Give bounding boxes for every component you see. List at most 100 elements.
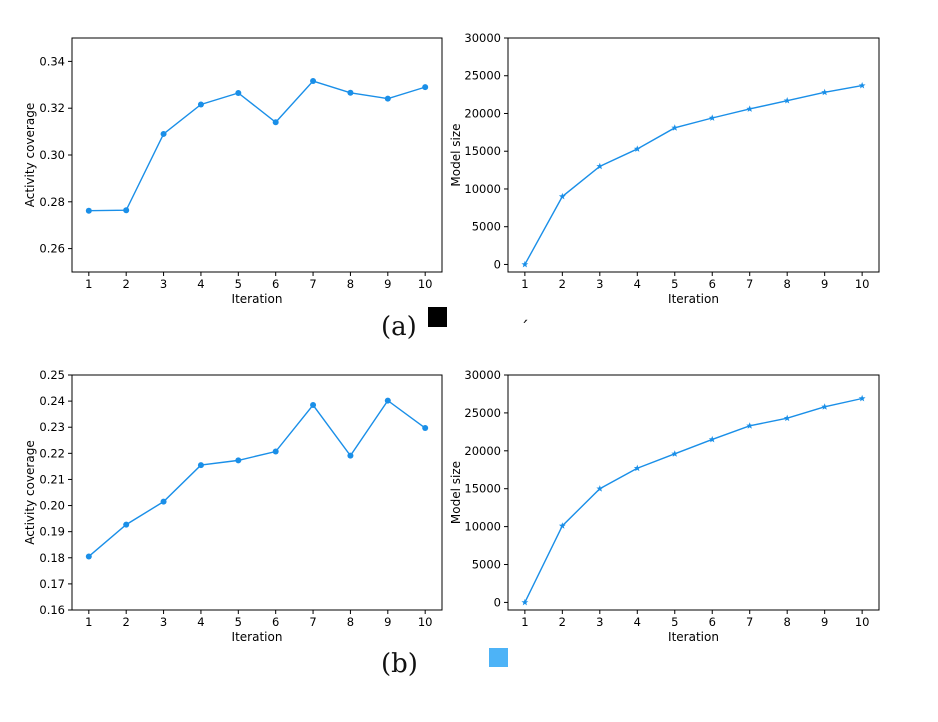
y-tick-label: 25000: [464, 406, 501, 420]
x-tick-label: 9: [821, 615, 828, 629]
data-point: [858, 394, 866, 402]
data-point: [384, 397, 391, 404]
x-tick-label: 10: [418, 615, 433, 629]
chart-a-left: 0.26 0.28 0.30 0.32 0.34 1 2 3 4 5 6 7 8 9 10 Iteration…: [23, 37, 443, 306]
x-tick-label: 7: [746, 615, 753, 629]
y-tick-label: 30000: [464, 31, 501, 45]
y-tick-label: 0.20: [39, 499, 65, 513]
x-tick-label: 8: [347, 277, 354, 291]
y-tick-label: 0.24: [39, 394, 65, 408]
data-point: [596, 162, 604, 170]
data-point: [596, 485, 604, 492]
swatch-a: [428, 307, 447, 327]
y-tick-label: 0.30: [39, 148, 65, 162]
x-tick-label: 6: [272, 615, 279, 629]
y-axis-label: Activity coverage: [23, 440, 37, 544]
x-tick-label: 4: [634, 615, 641, 629]
plot-frame: [507, 374, 880, 611]
data-point: [235, 89, 242, 96]
y-tick-label: 0.18: [39, 551, 65, 565]
x-axis-label: Iteration: [668, 630, 719, 644]
x-tick-label: 10: [855, 277, 870, 291]
data-point: [422, 425, 429, 432]
data-point: [671, 124, 679, 131]
data-point: [310, 78, 317, 85]
data-point: [123, 521, 130, 528]
data-point: [558, 192, 566, 200]
x-axis-label: Iteration: [232, 630, 283, 644]
x-tick-label: 5: [235, 277, 242, 291]
chart-b-right: 0 5000 10000 15000 20000 25000 30000 1 2 3 4 5 6 7 8 9 1…: [449, 368, 880, 644]
x-tick-label: 9: [384, 615, 391, 629]
y-tick-label: 15000: [464, 482, 501, 496]
x-tick-label: 3: [596, 615, 603, 629]
data-point: [160, 498, 167, 505]
data-point: [85, 207, 92, 214]
x-tick-label: 3: [160, 277, 167, 291]
data-point: [310, 402, 317, 409]
data-point: [821, 88, 829, 96]
x-tick-label: 4: [197, 615, 204, 629]
y-tick-label: 25000: [464, 69, 501, 83]
y-tick-label: 0.32: [39, 101, 65, 115]
data-point: [858, 81, 866, 89]
data-point: [347, 452, 354, 459]
x-tick-label: 10: [418, 277, 433, 291]
y-axis-label: Model size: [449, 123, 463, 186]
y-tick-label: 15000: [464, 144, 501, 158]
x-tick-label: 7: [309, 615, 316, 629]
y-tick-label: 5000: [472, 558, 501, 572]
plot-frame: [71, 374, 443, 611]
x-tick-label: 8: [784, 277, 791, 291]
y-tick-label: 10000: [464, 520, 501, 534]
data-point: [746, 105, 754, 112]
swatch-b: [489, 648, 508, 667]
data-point: [422, 84, 429, 91]
data-point: [821, 403, 829, 410]
series-line: [88, 399, 426, 558]
data-point: [272, 119, 279, 126]
chart-a-right: 0 5000 10000 15000 20000 25000 30000 1 2 3 4 5 6 7 8 9 1…: [449, 31, 880, 306]
x-tick-label: 5: [671, 277, 678, 291]
series-line: [88, 80, 426, 212]
data-point: [671, 450, 679, 457]
data-point: [347, 89, 354, 96]
data-point: [384, 95, 391, 102]
x-tick-label: 7: [309, 277, 316, 291]
x-tick-label: 5: [235, 615, 242, 629]
data-point: [708, 435, 716, 443]
y-tick-label: 5000: [472, 220, 501, 234]
x-axis-label: Iteration: [668, 292, 719, 306]
x-tick-label: 7: [746, 277, 753, 291]
x-tick-label: 8: [347, 615, 354, 629]
x-tick-label: 4: [197, 277, 204, 291]
data-point: [783, 97, 791, 104]
y-tick-label: 0.19: [39, 525, 65, 539]
data-point: [783, 414, 791, 422]
y-tick-label: 0.26: [39, 242, 65, 256]
data-point: [235, 457, 242, 464]
plot-frame: [71, 37, 443, 273]
data-point: [272, 448, 279, 455]
chart-b-left: 0.16 0.17 0.18 0.19 0.20 0.21 0.22 0.23 0.24 0.25…: [23, 368, 443, 644]
x-tick-label: 6: [272, 277, 279, 291]
y-tick-label: 0.21: [39, 472, 65, 486]
y-axis-label: Activity coverage: [23, 103, 37, 207]
tick-mark: ´: [520, 318, 529, 339]
y-tick-label: 0.16: [39, 603, 65, 617]
caption-b: (b): [381, 649, 418, 679]
y-tick-label: 0.28: [39, 195, 65, 209]
x-tick-label: 10: [855, 615, 870, 629]
x-tick-label: 8: [784, 615, 791, 629]
x-tick-label: 5: [671, 615, 678, 629]
data-point: [521, 260, 529, 268]
y-tick-label: 0.25: [39, 368, 65, 382]
data-point: [746, 422, 754, 429]
data-point: [197, 462, 204, 469]
y-tick-label: 10000: [464, 182, 501, 196]
y-axis-label: Model size: [449, 461, 463, 524]
data-point: [558, 522, 566, 529]
data-point: [521, 598, 529, 606]
x-tick-label: 3: [160, 615, 167, 629]
